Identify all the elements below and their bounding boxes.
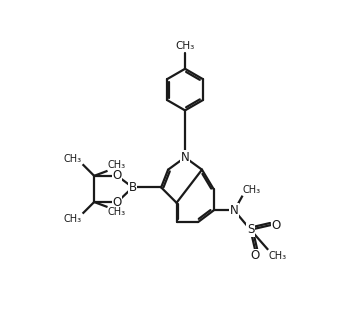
Text: CH₃: CH₃ <box>107 207 125 217</box>
Text: CH₃: CH₃ <box>269 251 287 261</box>
Text: S: S <box>247 223 254 236</box>
Text: CH₃: CH₃ <box>175 41 195 51</box>
Text: CH₃: CH₃ <box>107 161 125 170</box>
Text: N: N <box>181 151 189 164</box>
Text: O: O <box>113 169 122 182</box>
Text: CH₃: CH₃ <box>64 154 82 164</box>
Text: B: B <box>129 181 137 194</box>
Text: CH₃: CH₃ <box>243 185 261 195</box>
Text: N: N <box>230 204 239 217</box>
Text: O: O <box>113 196 122 209</box>
Text: CH₃: CH₃ <box>64 214 82 223</box>
Text: O: O <box>251 249 260 262</box>
Text: O: O <box>271 219 281 232</box>
